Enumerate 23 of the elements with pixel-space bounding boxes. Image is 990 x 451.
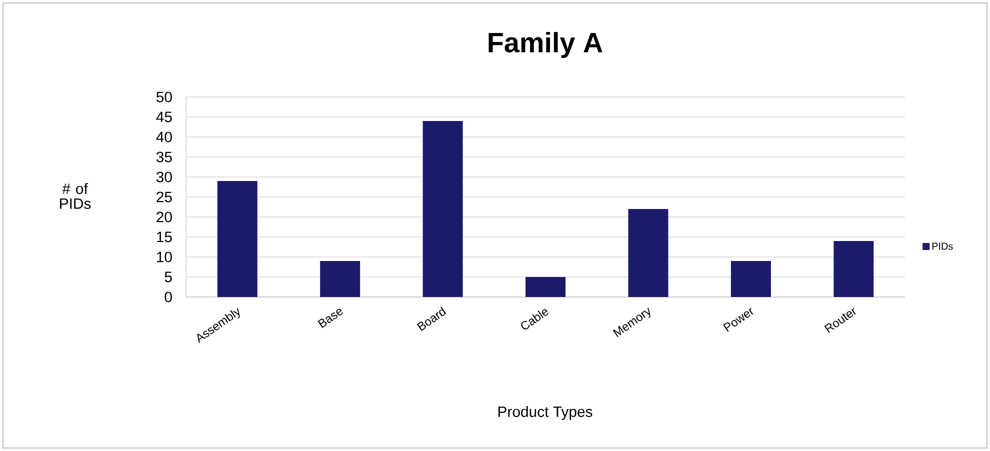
y-tick-label: 35: [156, 152, 172, 162]
y-tick-label: 10: [157, 252, 172, 262]
bar: [217, 180, 258, 297]
y-tick-label: 40: [156, 132, 172, 142]
y-tick-label: 0: [164, 292, 172, 302]
bar: [628, 208, 668, 297]
y-tick-label: 30: [156, 172, 172, 182]
x-axis-title: Product Types: [498, 406, 592, 420]
legend-label: PIDs: [932, 242, 953, 250]
bar: [422, 120, 463, 297]
x-tick-label: Base: [318, 308, 343, 328]
y-tick-label: 25: [156, 192, 172, 202]
y-axis-title: # of PIDs: [60, 183, 91, 209]
y-tick-label: 20: [156, 212, 172, 222]
y-tick-label: 50: [156, 92, 172, 102]
bar: [834, 240, 874, 297]
bar: [526, 276, 566, 297]
y-tick-label: 5: [164, 272, 172, 282]
bar: [320, 260, 360, 297]
y-tick-label: 45: [156, 112, 172, 122]
bar: [730, 260, 771, 297]
chart-title: Family A: [488, 32, 602, 58]
y-tick-label: 15: [157, 232, 172, 242]
